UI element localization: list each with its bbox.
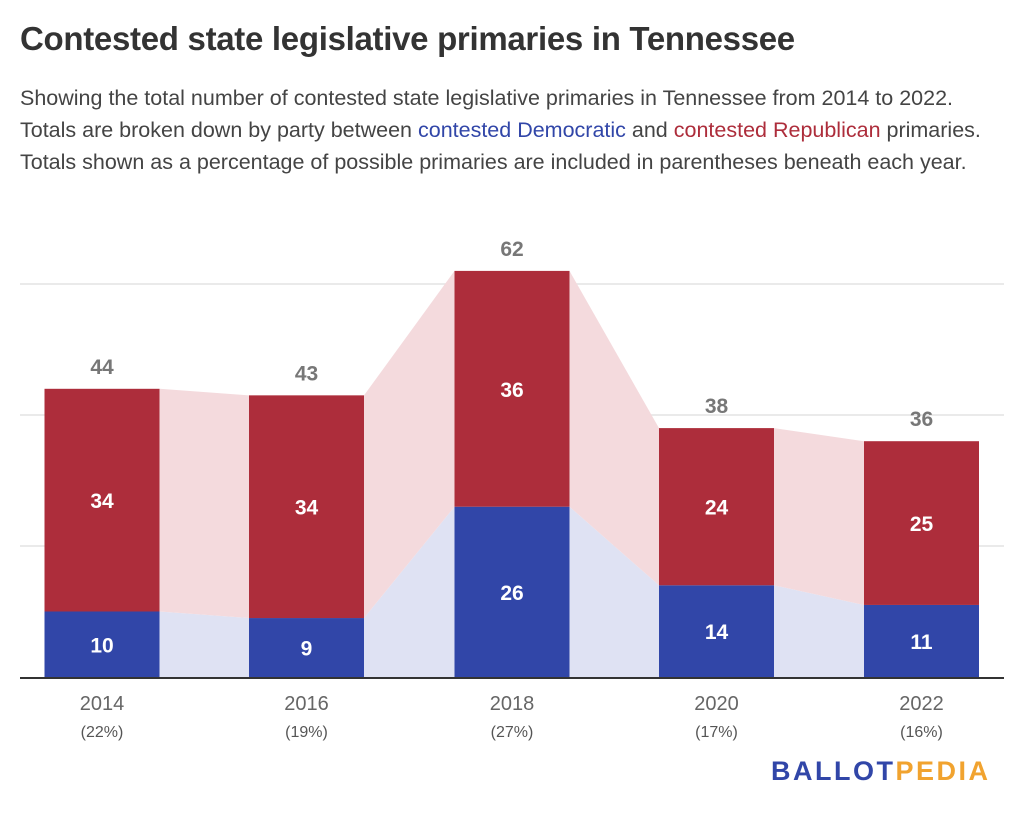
- x-tick-sublabel: (19%): [285, 724, 328, 741]
- chart-title: Contested state legislative primaries in…: [20, 20, 795, 57]
- republican-value-label: 34: [90, 490, 114, 513]
- x-tick-label: 2018: [490, 693, 535, 715]
- democratic-bar: [864, 604, 979, 677]
- democratic-bar: [659, 585, 774, 677]
- ballotpedia-logo: BALLOTPEDIA: [771, 756, 991, 787]
- republican-value-label: 25: [910, 513, 934, 536]
- x-tick-label: 2016: [284, 693, 329, 715]
- republican-value-label: 36: [500, 379, 523, 402]
- subtitle-text-2: and: [625, 118, 674, 142]
- republican-bar: [454, 270, 570, 507]
- republican-connector-area: [364, 270, 455, 619]
- democratic-bar: [249, 618, 364, 677]
- total-value-label: 62: [500, 238, 523, 261]
- democratic-connector-area: [569, 506, 659, 677]
- x-tick-sublabel: (27%): [491, 724, 534, 741]
- republican-connector-area: [159, 388, 249, 619]
- republican-connector-area: [569, 270, 659, 586]
- democratic-value-label: 10: [90, 634, 113, 657]
- democratic-bar: [454, 506, 570, 677]
- x-tick-label: 2020: [694, 693, 739, 715]
- democratic-value-label: 26: [500, 582, 523, 605]
- x-tick-sublabel: (22%): [81, 724, 124, 741]
- republican-label: contested Republican: [673, 118, 881, 142]
- democratic-value-label: 14: [705, 621, 729, 644]
- democratic-label: contested Democratic: [417, 118, 626, 142]
- republican-bar: [44, 388, 160, 612]
- republican-value-label: 24: [705, 497, 729, 520]
- subtitle-text-1: Showing the total number of contested st…: [20, 86, 954, 142]
- republican-value-label: 34: [295, 497, 319, 520]
- subtitle-text-3: primaries. Totals shown as a percentage …: [20, 118, 981, 174]
- democratic-value-label: 9: [301, 638, 313, 661]
- chart-subtitle: Showing the total number of contested st…: [20, 82, 1005, 178]
- x-tick-label: 2014: [80, 693, 125, 715]
- total-value-label: 38: [705, 395, 729, 418]
- x-tick-sublabel: (16%): [900, 724, 943, 741]
- democratic-bar: [44, 611, 160, 677]
- logo-text-ballot: BALLOT: [771, 756, 896, 786]
- x-tick-sublabel: (17%): [695, 724, 738, 741]
- republican-connector-area: [774, 428, 864, 605]
- democratic-connector-area: [364, 506, 455, 677]
- republican-bar: [659, 428, 774, 586]
- logo-text-pedia: PEDIA: [895, 756, 991, 786]
- x-tick-label: 2022: [899, 693, 944, 715]
- total-value-label: 36: [910, 408, 933, 431]
- total-value-label: 43: [295, 362, 318, 385]
- democratic-value-label: 11: [910, 631, 933, 654]
- total-value-label: 44: [90, 356, 114, 379]
- republican-bar: [864, 441, 979, 605]
- democratic-connector-area: [159, 611, 249, 677]
- democratic-connector-area: [774, 585, 864, 677]
- republican-bar: [249, 395, 364, 619]
